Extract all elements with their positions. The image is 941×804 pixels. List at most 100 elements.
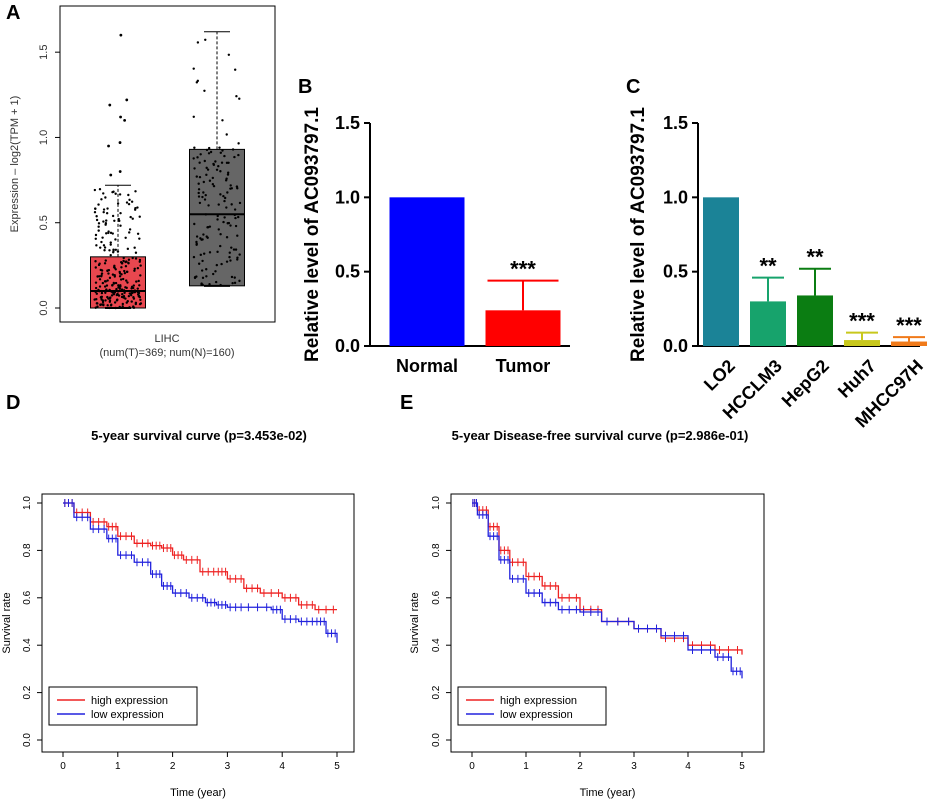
jitter-point [131,217,134,220]
jitter-point [199,153,202,156]
jitter-point [233,155,236,159]
jitter-point [130,200,134,203]
jitter-point [95,218,99,222]
jitter-point [133,289,137,292]
low-expression-curve [472,502,743,679]
jitter-point [238,97,241,100]
x-tick-label: 2 [577,761,583,772]
outlier-point [118,170,122,173]
y-tick-label: 1.5 [38,45,50,60]
jitter-point [125,260,128,263]
jitter-point [226,191,229,194]
jitter-point [122,289,126,292]
jitter-point [99,246,102,249]
jitter-point [103,246,107,249]
y-axis-label: Survival rate [1,592,13,653]
jitter-point [212,163,216,167]
jitter-point [122,256,125,260]
jitter-point [236,187,239,190]
jitter-point [100,240,103,244]
y-tick-label: 1.0 [22,496,33,510]
jitter-point [229,259,232,262]
jitter-point [234,224,238,228]
jitter-point [206,226,210,229]
jitter-point [109,241,112,244]
jitter-point [130,285,134,289]
jitter-point [232,248,236,251]
jitter-point [105,284,109,287]
jitter-point [237,142,240,145]
jitter-point [205,166,208,170]
jitter-point [114,248,118,251]
jitter-point [219,193,222,196]
jitter-point [233,208,237,211]
jitter-point [220,161,224,164]
jitter-point [111,214,115,218]
jitter-point [138,302,142,306]
jitter-point [221,119,224,122]
jitter-point [196,156,199,159]
jitter-point [96,305,99,308]
jitter-point [107,272,110,275]
jitter-point [118,285,122,288]
jitter-point [203,89,206,92]
jitter-point [114,192,117,195]
panel-e-survival-chart: 5-year Disease-free survival curve (p=2.… [409,428,765,799]
jitter-point [108,249,111,252]
jitter-point [106,279,109,282]
bar-lo2 [703,197,739,346]
jitter-point [205,148,209,152]
jitter-point [108,288,111,292]
panel-b-bar-chart: 0.0 0.5 1.0 1.5 Relative level of AC093797.1… [302,107,570,376]
jitter-point [129,293,133,297]
jitter-point [219,244,222,248]
jitter-point [104,291,107,294]
jitter-point [119,261,123,264]
jitter-point [211,272,215,276]
jitter-point [131,291,134,295]
jitter-point [215,168,219,171]
jitter-point [101,236,104,239]
jitter-point [217,165,220,168]
jitter-point [100,291,104,295]
legend-label: high expression [500,695,577,707]
jitter-point [211,176,215,180]
bar-mhcc97h [891,341,927,346]
jitter-point [94,237,97,240]
jitter-point [233,276,236,279]
jitter-point [105,212,109,215]
jitter-point [197,191,200,195]
bar-hcclm3 [750,301,786,346]
jitter-point [235,94,238,98]
jitter-point [206,236,209,239]
plot-frame [41,493,355,753]
jitter-point [225,177,228,180]
jitter-point [134,190,137,193]
panel-label-a: A [6,2,20,24]
jitter-point [98,285,102,288]
jitter-point [193,146,196,149]
jitter-point [221,149,224,152]
jitter-point [238,253,241,256]
jitter-point [227,53,231,56]
jitter-point [196,79,200,83]
jitter-point [117,217,120,221]
jitter-point [135,280,138,283]
x-axis-label: Time (year) [170,787,226,799]
jitter-point [223,196,227,200]
jitter-point [208,283,211,286]
jitter-point [100,198,103,201]
jitter-point [225,133,228,136]
jitter-point [120,266,123,269]
bar-normal [389,197,465,346]
jitter-point [138,258,142,262]
high-expression-curve [63,502,337,611]
x-tick-label: Normal [396,356,458,376]
jitter-point [95,244,98,247]
jitter-point [132,284,136,287]
outlier-point [118,141,122,144]
chart-title: 5-year Disease-free survival curve (p=2.… [452,428,749,443]
jitter-point [93,188,97,192]
jitter-point [199,253,202,257]
